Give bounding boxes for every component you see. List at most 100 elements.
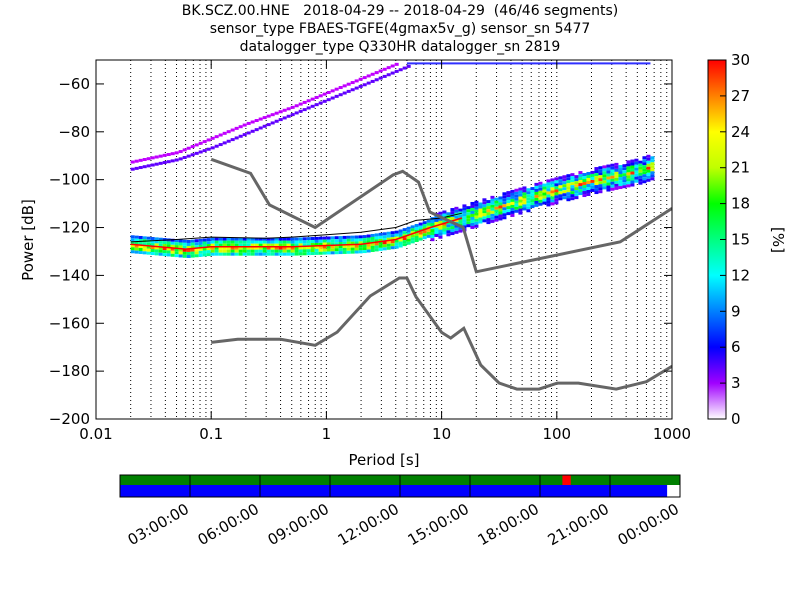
histogram-cell — [314, 248, 319, 252]
histogram-cell — [482, 213, 487, 217]
histogram-cell — [510, 192, 515, 196]
histogram-cell — [358, 247, 363, 251]
histogram-cell — [286, 107, 291, 111]
histogram-cell — [566, 183, 571, 187]
histogram-cell — [338, 248, 343, 252]
histogram-cell — [434, 227, 439, 231]
histogram-cell — [650, 177, 655, 181]
histogram-cell — [386, 243, 391, 247]
histogram-cell — [222, 243, 227, 247]
histogram-cell — [462, 222, 467, 226]
histogram-cell — [558, 197, 563, 201]
histogram-cell — [574, 193, 579, 197]
y-axis-ticks: −200 −180 −160 −140 −120 −100 −80 −60 — [49, 75, 672, 428]
histogram-cell — [138, 158, 143, 162]
histogram-cell — [626, 169, 631, 173]
histogram-cell — [238, 240, 243, 244]
histogram-cell — [326, 251, 331, 255]
histogram-cell — [406, 229, 411, 233]
histogram-cell — [502, 195, 507, 199]
histogram-cell — [154, 246, 159, 250]
histogram-cell — [286, 249, 291, 253]
histogram-cell — [410, 231, 415, 235]
histogram-cell — [266, 246, 271, 250]
histogram-cell — [554, 177, 559, 181]
histogram-cell — [510, 189, 515, 193]
histogram-cell — [554, 201, 559, 205]
histogram-cell — [202, 253, 207, 257]
histogram-cell — [222, 252, 227, 256]
histogram-cell — [554, 195, 559, 199]
histogram-cell — [526, 197, 531, 201]
histogram-cell — [398, 241, 403, 245]
histogram-cell — [214, 246, 219, 250]
histogram-cell — [326, 248, 331, 252]
histogram-cell — [466, 212, 471, 216]
histogram-cell — [434, 233, 439, 237]
histogram-cell — [174, 254, 179, 258]
histogram-cell — [306, 243, 311, 247]
histogram-cell — [202, 149, 207, 153]
histogram-cell — [638, 181, 643, 185]
histogram-cell — [622, 170, 627, 174]
y-tick-label: −140 — [49, 266, 90, 284]
histogram-cell — [230, 246, 235, 250]
histogram-cell — [282, 243, 287, 247]
histogram-cell — [590, 179, 595, 183]
histogram-cell — [138, 238, 143, 242]
histogram-cell — [150, 243, 155, 247]
histogram-cell — [242, 243, 247, 247]
histogram-cell — [194, 143, 199, 147]
histogram-cell — [542, 186, 547, 190]
histogram-cell — [206, 138, 211, 142]
histogram-cell — [234, 252, 239, 256]
histogram-cell — [186, 245, 191, 249]
histogram-cell — [226, 252, 231, 256]
histogram-cell — [186, 248, 191, 252]
histogram-cell — [134, 238, 139, 242]
histogram-cell — [410, 234, 415, 238]
histogram-cell — [150, 237, 155, 241]
histogram-cell — [514, 203, 519, 207]
histogram-cell — [514, 188, 519, 192]
histogram-cell — [486, 209, 491, 213]
histogram-cell — [474, 221, 479, 225]
histogram-cell — [542, 195, 547, 199]
histogram-cell — [630, 162, 635, 166]
histogram-cell — [206, 241, 211, 245]
histogram-cell — [574, 196, 579, 200]
histogram-cell — [454, 224, 459, 228]
histogram-cell — [254, 237, 259, 241]
histogram-cell — [238, 237, 243, 241]
histogram-cell — [174, 239, 179, 243]
histogram-cell — [434, 221, 439, 225]
histogram-cell — [590, 188, 595, 192]
histogram-cell — [594, 188, 599, 192]
histogram-cell — [534, 188, 539, 192]
histogram-cell — [534, 203, 539, 207]
histogram-cell — [198, 253, 203, 257]
histogram-cell — [330, 245, 335, 249]
histogram-cell — [522, 189, 527, 193]
histogram-cell — [530, 199, 535, 203]
histogram-cell — [254, 240, 259, 244]
histogram-cell — [606, 170, 611, 174]
histogram-cell — [614, 177, 619, 181]
histogram-cell — [570, 197, 575, 201]
histogram-cell — [182, 242, 187, 246]
timeline-tick-label: 18:00:00 — [475, 500, 542, 549]
histogram-cell — [506, 200, 511, 204]
histogram-cell — [370, 236, 375, 240]
histogram-cell — [334, 242, 339, 246]
histogram-cell — [570, 194, 575, 198]
timeline-tick-label: 12:00:00 — [335, 500, 402, 549]
histogram-cell — [190, 153, 195, 157]
histogram-cell — [398, 229, 403, 233]
histogram-cell — [158, 243, 163, 247]
histogram-cell — [270, 249, 275, 253]
histogram-cell — [406, 62, 651, 65]
histogram-cell — [142, 242, 147, 246]
histogram-cell — [158, 252, 163, 256]
histogram-cell — [338, 93, 343, 97]
histogram-cell — [202, 241, 207, 245]
